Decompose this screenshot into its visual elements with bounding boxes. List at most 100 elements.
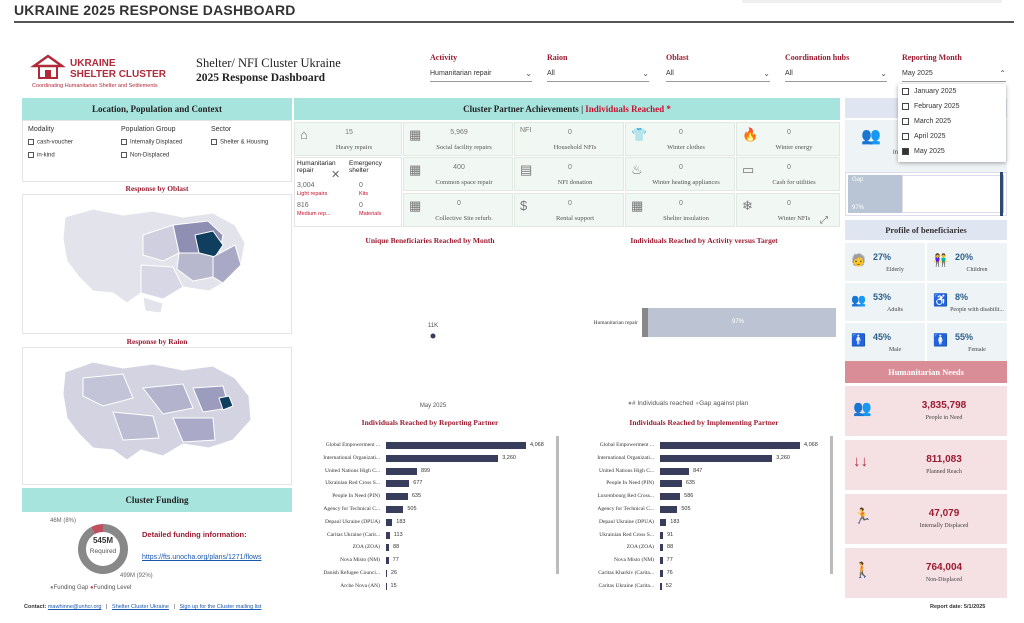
bar[interactable]	[386, 493, 408, 501]
bar[interactable]	[660, 480, 682, 488]
medium-repairs-value: 816	[297, 202, 309, 209]
rental-icon: $	[520, 198, 528, 213]
bar-value-label: 505	[681, 506, 691, 512]
bar[interactable]	[386, 582, 387, 590]
bar[interactable]	[386, 557, 389, 565]
shelter-cluster-link[interactable]: Shelter Cluster Ukraine	[112, 604, 169, 610]
bar[interactable]	[660, 506, 678, 513]
checkbox[interactable]	[902, 117, 909, 125]
bar[interactable]	[660, 557, 663, 565]
checkbox[interactable]	[28, 151, 34, 158]
funding-donut[interactable]	[76, 522, 130, 576]
month-option[interactable]: April 2025	[898, 129, 1006, 144]
bar-category-label: Caritas Ukraine (Carita...	[598, 582, 654, 589]
filter-select[interactable]: Humanitarian repair ⌄	[430, 68, 532, 82]
bar[interactable]	[386, 531, 390, 539]
bar[interactable]	[660, 442, 800, 449]
filter-reporting-month[interactable]: Reporting Month May 2025 ⌃	[902, 53, 1006, 82]
activity-bar-track[interactable]: 97%	[642, 308, 836, 337]
filter-oblast[interactable]: Oblast All ⌄	[666, 53, 770, 82]
modality-slicer: Modality cash-voucher in-kind	[28, 126, 73, 158]
bar[interactable]	[660, 544, 664, 552]
activity-category-label: Humanitarian repair	[593, 320, 638, 326]
checkbox[interactable]	[902, 132, 909, 140]
slicer-option[interactable]: cash-voucher	[28, 139, 73, 146]
bar[interactable]	[386, 570, 387, 577]
oblast-map[interactable]	[22, 194, 292, 334]
bar[interactable]	[386, 442, 526, 449]
month-option[interactable]: May 2025	[898, 144, 1006, 159]
filter-select[interactable]: All ⌄	[547, 68, 649, 82]
bar[interactable]	[386, 518, 393, 526]
achievement-card: ▭ 0 Cash for utilities	[736, 157, 840, 191]
bar[interactable]	[386, 544, 390, 552]
bar[interactable]	[660, 467, 690, 475]
checkbox[interactable]	[211, 139, 217, 145]
filter-label: Reporting Month	[902, 53, 962, 62]
bar[interactable]	[386, 506, 404, 513]
need-label: People in Need	[925, 415, 963, 421]
implementing-partner-chart[interactable]: Global Empowerment ... 4,068 International…	[568, 436, 840, 598]
bar-value-label: 26	[390, 570, 398, 576]
slicer-label: Modality	[28, 126, 55, 133]
bar[interactable]	[386, 454, 499, 462]
monthly-chart[interactable]: 11K May 2025	[294, 246, 566, 412]
ukraine-oblast-map[interactable]	[23, 195, 293, 335]
profile-label: Adults	[886, 307, 903, 313]
slicer-label: Sector	[211, 126, 232, 133]
bar-category-label: People In Need (PIN)	[332, 493, 380, 500]
card-label: Heavy repairs	[335, 144, 373, 151]
raion-map[interactable]	[22, 347, 292, 485]
checkbox[interactable]	[121, 139, 127, 145]
filter-activity[interactable]: Activity Humanitarian repair ⌄	[430, 53, 532, 82]
month-dropdown[interactable]: January 2025 February 2025 March 2025 April…	[898, 84, 1006, 162]
slicer-option[interactable]: Non-Displaced	[121, 151, 182, 158]
month-option[interactable]: March 2025	[898, 114, 1006, 129]
checkbox[interactable]	[28, 139, 34, 145]
bar[interactable]	[386, 467, 417, 475]
filter-raion[interactable]: Raion All ⌄	[547, 53, 649, 82]
profile-value: 45%	[873, 332, 892, 342]
slicer-option[interactable]: Internally Displaced	[121, 139, 182, 146]
filter-select[interactable]: All ⌄	[666, 68, 770, 82]
bar[interactable]	[660, 454, 773, 462]
checkbox-checked[interactable]	[902, 147, 909, 155]
month-option[interactable]: January 2025	[898, 84, 1006, 99]
bar[interactable]	[660, 493, 681, 501]
bar-value-label: 88	[667, 544, 674, 551]
ukraine-raion-map[interactable]	[23, 348, 293, 486]
month-option[interactable]: February 2025	[898, 99, 1006, 114]
contact-email[interactable]: mawhinne@unhcr.org	[47, 604, 102, 610]
bar[interactable]	[660, 570, 663, 577]
card-label: NFI donation	[557, 179, 593, 186]
slicer-option[interactable]: Shelter & Housing	[211, 139, 268, 146]
scrollbar[interactable]	[556, 436, 559, 574]
tools-icon: ✕	[331, 169, 341, 181]
bar[interactable]	[660, 518, 667, 526]
chevron-down-icon: ⌄	[642, 69, 649, 78]
checkbox[interactable]	[902, 102, 909, 110]
bar-category-label: Nova Misto (NM)	[339, 557, 380, 564]
checkbox[interactable]	[121, 151, 127, 158]
reporting-partner-chart[interactable]: Global Empowerment ... 4,068 International…	[294, 436, 566, 598]
repair-breakdown: Humanitarian repair ✕ 3,004 Light repairs…	[294, 157, 402, 227]
bar-value-label: 91	[667, 531, 674, 538]
filter-coordination-hubs[interactable]: Coordination hubs All ⌄	[785, 53, 887, 82]
funding-title: Cluster Funding	[22, 488, 292, 512]
bar[interactable]	[386, 480, 410, 488]
slicer-option[interactable]: in-kind	[28, 151, 73, 158]
checkbox[interactable]	[902, 87, 909, 95]
filter-select[interactable]: May 2025 ⌃	[902, 68, 1006, 82]
funding-link[interactable]: https://fts.unocha.org/plans/1271/flows	[142, 554, 262, 561]
filter-select[interactable]: All ⌄	[785, 68, 887, 82]
building-icon: ▦	[409, 127, 422, 142]
male-icon: 🚹	[851, 333, 866, 347]
expand-icon[interactable]: ⤢	[820, 215, 828, 226]
bar[interactable]	[660, 582, 662, 590]
bar[interactable]	[660, 531, 664, 539]
activity-bar-reached[interactable]	[642, 308, 648, 337]
scrollbar[interactable]	[830, 436, 833, 574]
profile-value: 20%	[955, 252, 974, 262]
activity-bar-gap[interactable]	[647, 308, 836, 337]
mailing-list-link[interactable]: Sign up for the Cluster mailing list	[179, 604, 262, 610]
